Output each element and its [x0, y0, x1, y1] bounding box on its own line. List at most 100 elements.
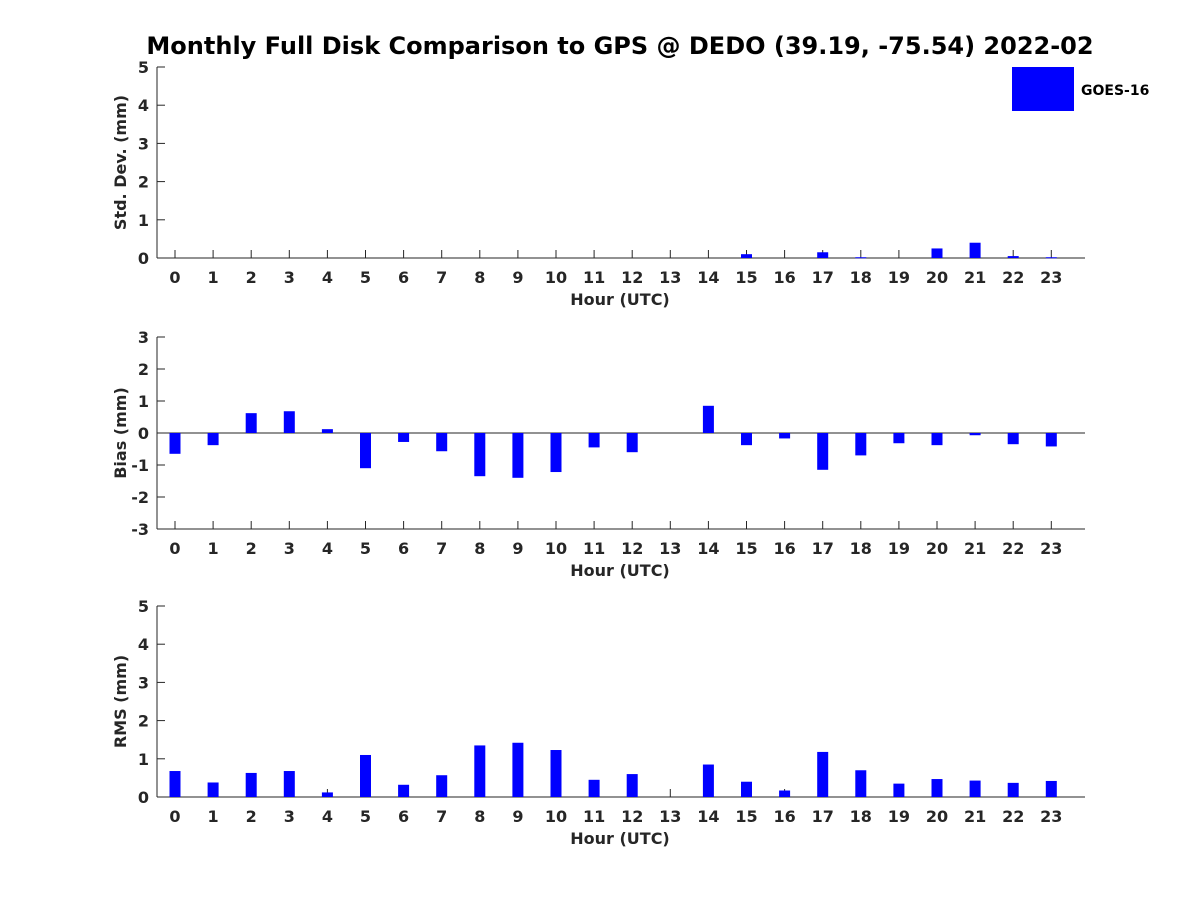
y-axis-label: Std. Dev. (mm) [111, 95, 130, 230]
x-tick-label: 12 [621, 539, 643, 558]
y-tick-label: 0 [138, 249, 149, 268]
x-tick-label: 12 [621, 807, 643, 826]
x-tick-label: 15 [735, 268, 757, 287]
bar [588, 779, 600, 797]
y-tick-label: 4 [138, 96, 149, 115]
y-tick-label: 0 [138, 788, 149, 807]
y-tick-label: 2 [138, 173, 149, 192]
bar [474, 433, 486, 477]
x-tick-label: 10 [545, 807, 567, 826]
x-tick-label: 23 [1040, 268, 1062, 287]
bar [855, 257, 867, 259]
x-tick-label: 4 [322, 539, 333, 558]
x-tick-label: 8 [474, 268, 485, 287]
x-tick-label: 17 [812, 268, 834, 287]
x-tick-label: 19 [888, 539, 910, 558]
x-tick-label: 8 [474, 539, 485, 558]
x-tick-label: 8 [474, 807, 485, 826]
y-tick-label: 1 [138, 750, 149, 769]
x-tick-label: 18 [850, 539, 872, 558]
x-tick-label: 18 [850, 268, 872, 287]
bar [931, 248, 943, 258]
legend: GOES-16 [1012, 67, 1149, 111]
y-tick-label: 1 [138, 392, 149, 411]
bar [398, 433, 410, 442]
bar [1045, 433, 1057, 447]
x-tick-label: 23 [1040, 539, 1062, 558]
bar [512, 433, 524, 478]
bar [1007, 433, 1019, 445]
x-tick-label: 13 [659, 268, 681, 287]
chart-title: Monthly Full Disk Comparison to GPS @ DE… [146, 32, 1093, 60]
bar [436, 775, 448, 797]
x-tick-label: 11 [583, 268, 605, 287]
x-tick-label: 10 [545, 539, 567, 558]
bar [398, 784, 410, 797]
x-tick-label: 19 [888, 807, 910, 826]
bar [779, 790, 791, 797]
x-tick-label: 17 [812, 539, 834, 558]
x-tick-label: 22 [1002, 807, 1024, 826]
x-tick-label: 4 [322, 807, 333, 826]
bar [207, 433, 219, 446]
bar [436, 433, 448, 452]
x-tick-label: 0 [169, 539, 180, 558]
bar [893, 433, 905, 444]
bar [169, 433, 181, 454]
bar [626, 774, 638, 797]
x-tick-label: 12 [621, 268, 643, 287]
x-tick-label: 5 [360, 807, 371, 826]
x-tick-label: 3 [284, 268, 295, 287]
x-tick-label: 9 [512, 539, 523, 558]
bar [512, 742, 524, 797]
x-tick-label: 3 [284, 539, 295, 558]
x-tick-label: 14 [697, 807, 719, 826]
bar [588, 433, 600, 448]
x-tick-label: 13 [659, 539, 681, 558]
x-tick-label: 6 [398, 539, 409, 558]
x-tick-label: 20 [926, 539, 948, 558]
x-tick-label: 7 [436, 807, 447, 826]
x-tick-label: 5 [360, 268, 371, 287]
y-tick-label: 2 [138, 360, 149, 379]
bar [550, 433, 562, 473]
bar [1045, 780, 1057, 797]
bar [817, 252, 829, 258]
bar [550, 750, 562, 797]
bar [702, 764, 714, 797]
x-axis-label: Hour (UTC) [570, 561, 670, 580]
bar [817, 751, 829, 797]
x-tick-label: 17 [812, 807, 834, 826]
bar [817, 433, 829, 470]
bar [931, 433, 943, 446]
x-tick-label: 10 [545, 268, 567, 287]
x-tick-label: 2 [246, 268, 257, 287]
y-tick-label: 0 [138, 424, 149, 443]
x-tick-label: 21 [964, 807, 986, 826]
y-tick-label: 5 [138, 597, 149, 616]
x-tick-label: 20 [926, 807, 948, 826]
bar [741, 254, 752, 258]
x-tick-label: 3 [284, 807, 295, 826]
x-tick-label: 9 [512, 268, 523, 287]
bar [360, 754, 371, 797]
y-axis-label: RMS (mm) [111, 655, 130, 748]
x-tick-label: 2 [246, 807, 257, 826]
x-tick-label: 13 [659, 807, 681, 826]
x-tick-label: 11 [583, 807, 605, 826]
x-tick-label: 1 [208, 539, 219, 558]
y-tick-label: -1 [131, 456, 149, 475]
x-tick-label: 9 [512, 807, 523, 826]
bar [1045, 257, 1057, 259]
bar [855, 433, 867, 456]
bar [321, 429, 333, 433]
x-axis-label: Hour (UTC) [570, 829, 670, 848]
y-tick-label: 4 [138, 635, 149, 654]
bar [1007, 256, 1019, 258]
x-tick-label: 21 [964, 539, 986, 558]
x-tick-label: 6 [398, 807, 409, 826]
x-tick-label: 1 [208, 807, 219, 826]
